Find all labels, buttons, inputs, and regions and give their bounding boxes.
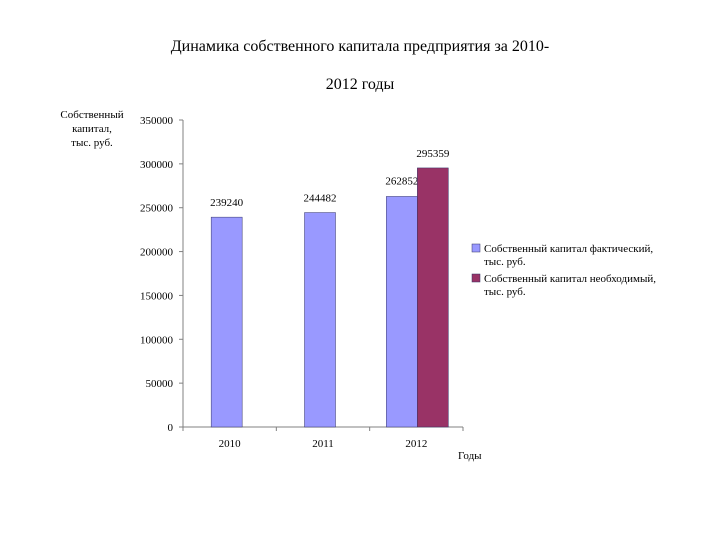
- data-label-2012-series-1: 262852: [385, 175, 418, 187]
- legend-swatch-series-1: [471, 243, 481, 253]
- x-tick-label: 2012: [405, 438, 427, 450]
- y-tick-label: 100000: [140, 334, 174, 346]
- bar-2012-series-2: [417, 167, 449, 428]
- legend-label-series-1-line-2: тыс. руб.: [484, 256, 526, 268]
- y-tick-label: 150000: [140, 290, 174, 302]
- data-label-2010-series-1: 239240: [210, 197, 244, 209]
- y-tick-label: 350000: [140, 115, 174, 127]
- x-axis-title: Годы: [458, 450, 482, 462]
- y-tick-label: 200000: [140, 247, 174, 259]
- y-tick-label: 0: [168, 422, 174, 434]
- y-tick-label: 50000: [146, 378, 174, 390]
- x-tick-label: 2011: [312, 438, 334, 450]
- bar-2012-series-1: [386, 196, 418, 428]
- legend-label-series-2-line-2: тыс. руб.: [484, 286, 526, 298]
- chart-title-line2: 2012 годы: [325, 76, 395, 93]
- data-label-2012-series-2: 295359: [416, 148, 450, 160]
- y-axis-title-line-2: капитал,: [72, 123, 112, 135]
- bar-2010-series-1: [210, 216, 243, 428]
- y-axis-title-line-1: Собственный: [60, 109, 123, 121]
- legend-label-series-2-line-1: Собственный капитал необходимый,: [484, 273, 656, 285]
- x-tick-label: 2010: [219, 438, 242, 450]
- bar-2011-series-1: [304, 212, 336, 428]
- y-tick-label: 250000: [140, 203, 174, 215]
- chart-title-line1: Динамика собственного капитала предприят…: [170, 38, 550, 55]
- y-tick-label: 300000: [140, 159, 174, 171]
- y-axis-title-line-3: тыс. руб.: [71, 137, 113, 149]
- legend-label-series-1-line-1: Собственный капитал фактический,: [484, 243, 653, 255]
- legend-swatch-series-2: [471, 273, 481, 283]
- data-label-2011-series-1: 244482: [304, 193, 337, 205]
